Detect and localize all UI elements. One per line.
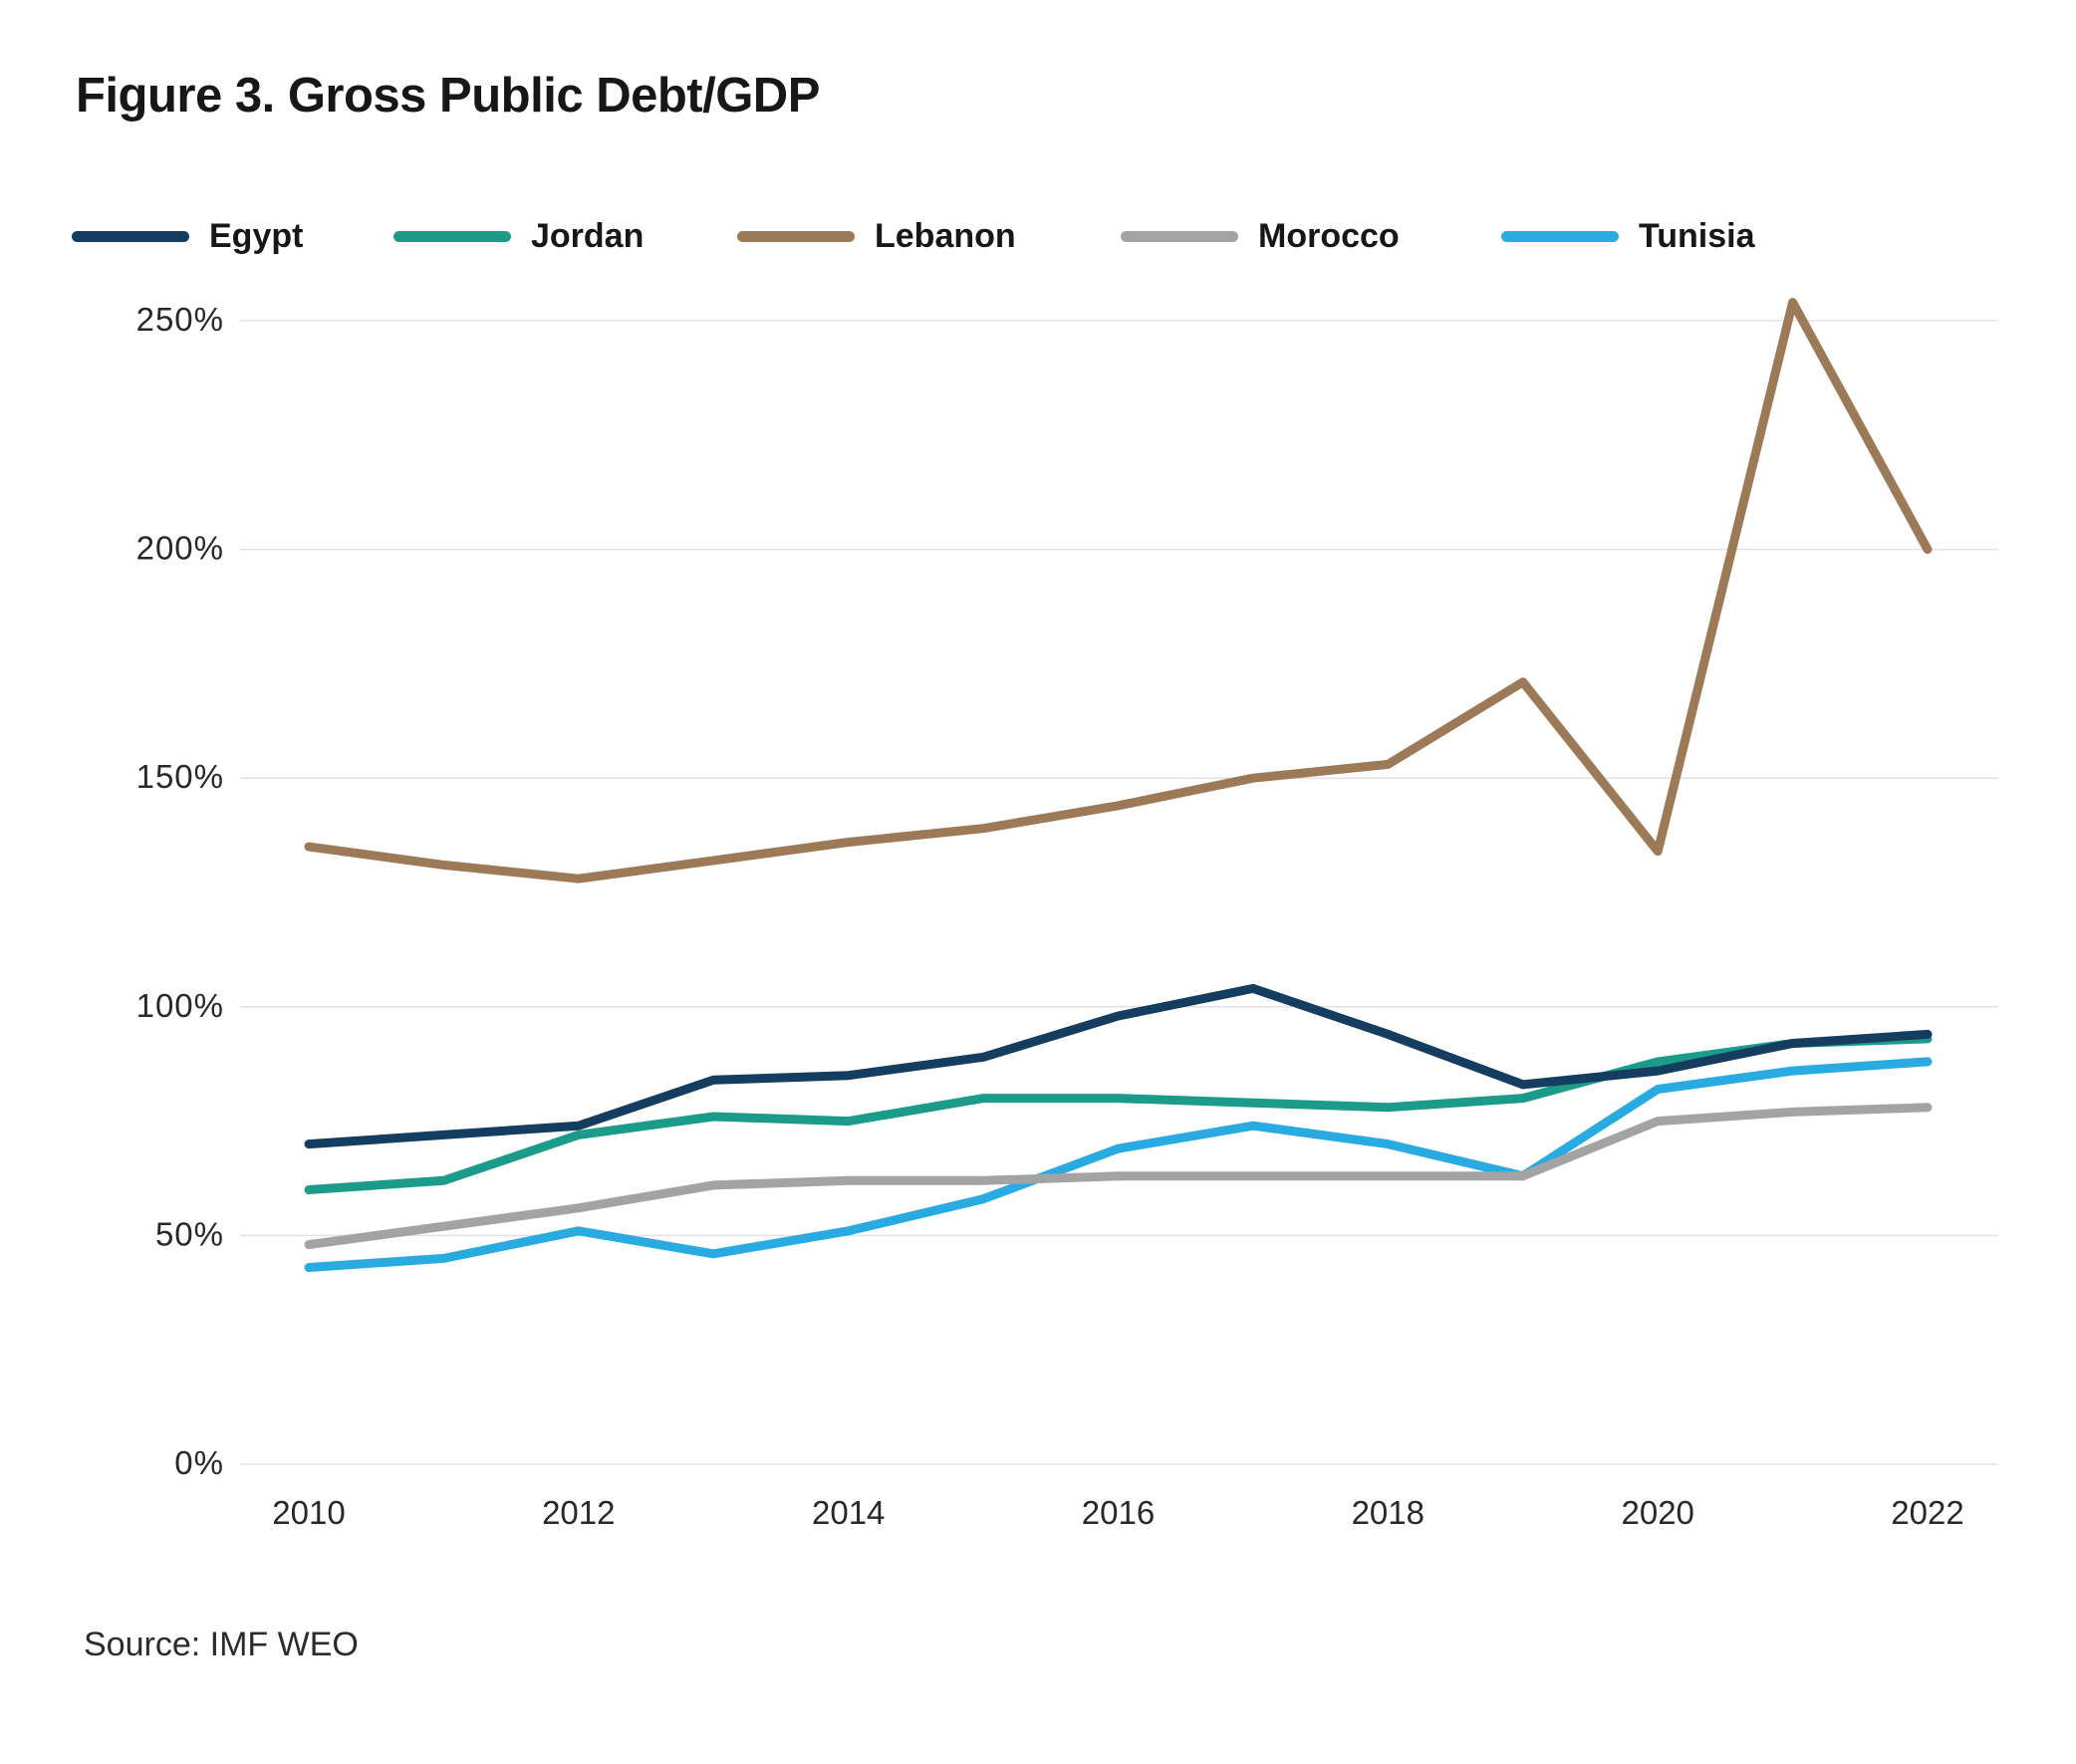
svg-text:2018: 2018	[1352, 1494, 1425, 1531]
svg-text:250%: 250%	[136, 301, 224, 338]
svg-text:200%: 200%	[136, 530, 224, 567]
svg-text:50%: 50%	[155, 1215, 224, 1252]
svg-text:2016: 2016	[1082, 1494, 1155, 1531]
svg-text:2014: 2014	[812, 1494, 885, 1531]
svg-text:150%: 150%	[136, 758, 224, 795]
svg-text:2020: 2020	[1621, 1494, 1693, 1531]
svg-text:2012: 2012	[542, 1494, 615, 1531]
svg-text:0%: 0%	[174, 1444, 224, 1481]
svg-text:100%: 100%	[136, 987, 224, 1024]
svg-text:2010: 2010	[272, 1494, 345, 1531]
svg-text:2022: 2022	[1891, 1494, 1963, 1531]
